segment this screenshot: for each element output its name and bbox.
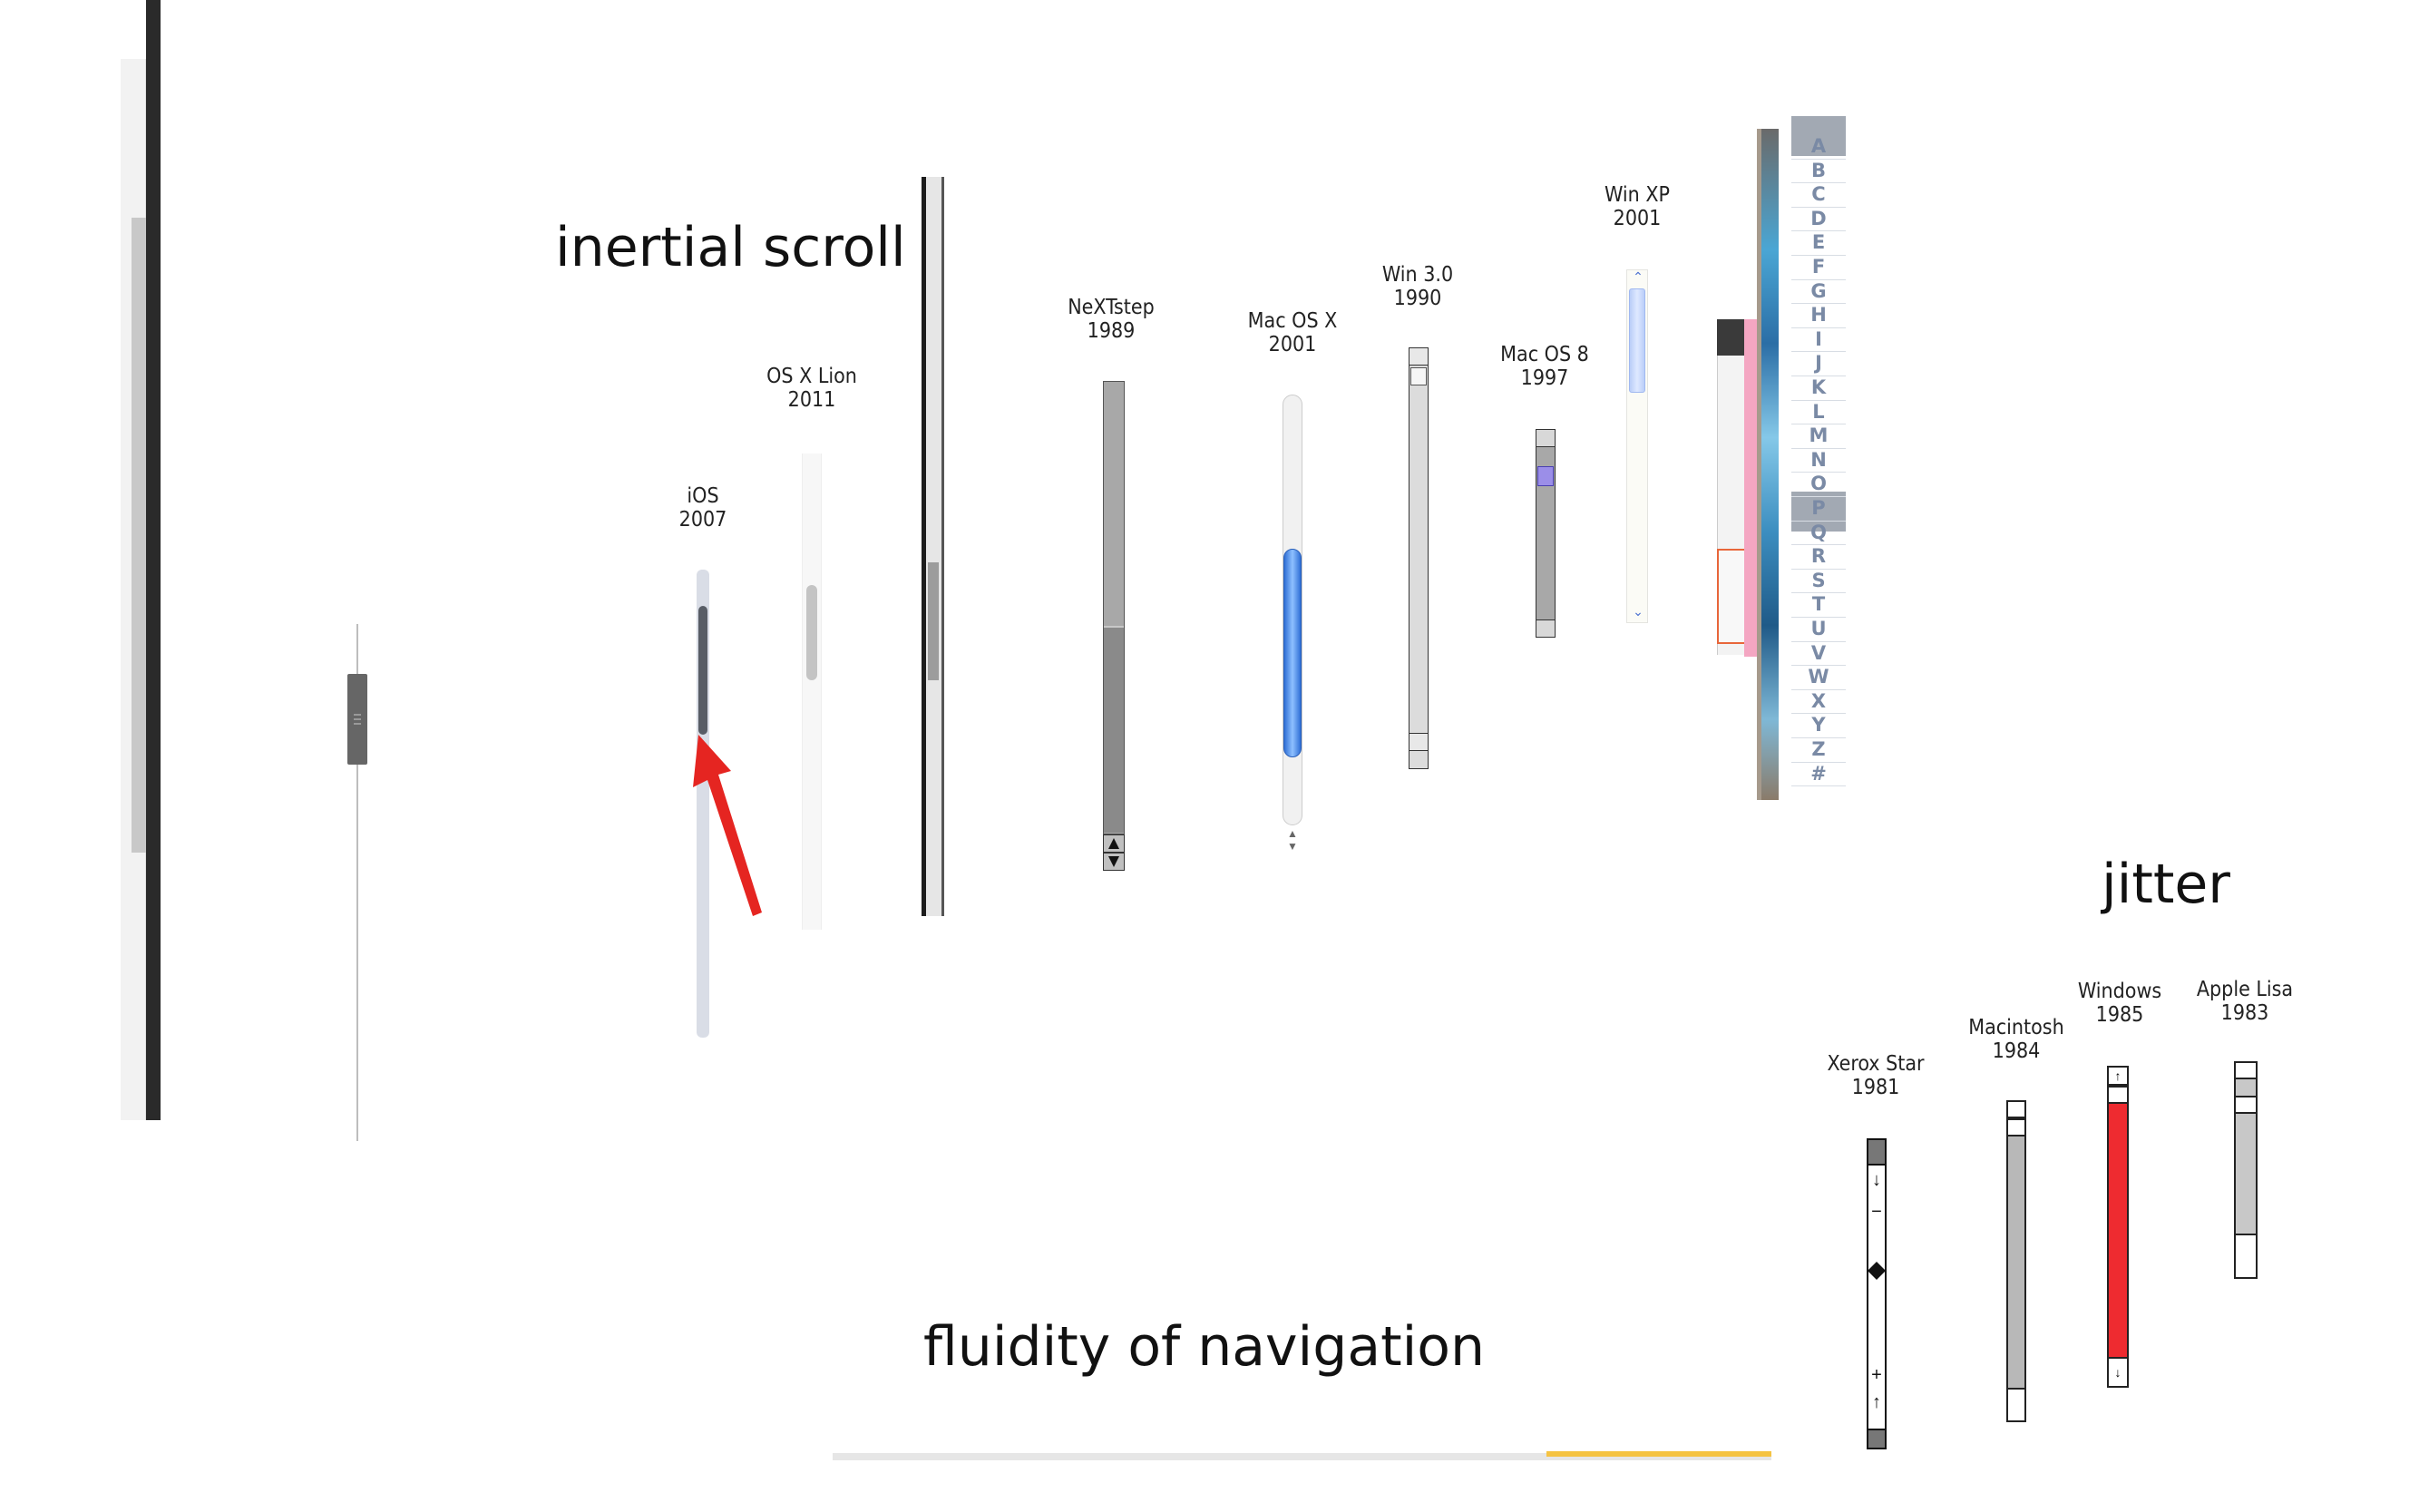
- windows-down-button[interactable]: ↓: [2107, 1357, 2129, 1388]
- macos8-down-button[interactable]: [1536, 619, 1556, 638]
- heading-inertial-scroll: inertial scroll: [555, 216, 906, 279]
- alpha-letter[interactable]: S: [1791, 569, 1846, 594]
- scroll-up-arrow-icon: [1108, 838, 1119, 867]
- alpha-letter[interactable]: B: [1791, 159, 1846, 184]
- red-arrow-icon: [693, 735, 762, 916]
- windows-thumb[interactable]: [2107, 1086, 2129, 1104]
- alpha-letter[interactable]: I: [1791, 327, 1846, 353]
- alpha-letter[interactable]: E: [1791, 230, 1846, 256]
- label-apple-lisa: Apple Lisa 1983: [2196, 978, 2294, 1025]
- alphabet-letters[interactable]: A B C D E F G H I J K L M N O P Q R S T U V W X Y Z #: [1791, 134, 1846, 787]
- dark-divider: [922, 177, 926, 916]
- xerox-up-arrow[interactable]: ↑: [1872, 1392, 1881, 1412]
- dark-window-corner: [1717, 319, 1744, 356]
- bottom-yellow-strip: [1546, 1451, 1771, 1457]
- alpha-letter[interactable]: T: [1791, 592, 1846, 618]
- label-windows: Windows 1985: [2077, 980, 2162, 1027]
- thin-scroll-thumb[interactable]: [347, 674, 367, 765]
- ios-scroll-thumb[interactable]: [698, 606, 707, 735]
- pink-strip: [1744, 319, 1757, 657]
- alpha-letter[interactable]: #: [1791, 762, 1846, 787]
- label-ios: iOS 2007: [678, 484, 727, 532]
- divider-scroll-track: [926, 177, 941, 916]
- xerox-plus-button[interactable]: +: [1871, 1365, 1882, 1385]
- heading-jitter: jitter: [2102, 853, 2230, 916]
- bottom-strip: [833, 1453, 1771, 1460]
- alpha-letter[interactable]: P: [1791, 496, 1846, 522]
- alpha-letter[interactable]: H: [1791, 303, 1846, 328]
- alpha-letter[interactable]: W: [1791, 665, 1846, 690]
- windows-up-button[interactable]: ↑: [2107, 1066, 2129, 1086]
- photo-strip-edge: [1757, 129, 1761, 800]
- label-nextstep: NeXTstep 1989: [1068, 296, 1155, 343]
- label-macos8: Mac OS 8 1997: [1500, 343, 1589, 390]
- nextstep-scroll-thumb[interactable]: [1104, 626, 1124, 833]
- label-macosx: Mac OS X 2001: [1247, 309, 1338, 356]
- alpha-letter[interactable]: J: [1791, 351, 1846, 376]
- lisa-thumb[interactable]: [2234, 1096, 2258, 1114]
- winxp-down-arrow[interactable]: ⌄: [1633, 604, 1644, 619]
- win30-up-button[interactable]: [1409, 347, 1429, 366]
- xerox-down-arrow[interactable]: ↓: [1872, 1170, 1881, 1190]
- label-xerox-star: Xerox Star 1981: [1827, 1052, 1925, 1099]
- macosx-arrows[interactable]: ▲ ▼: [1287, 827, 1298, 853]
- alpha-letter[interactable]: N: [1791, 448, 1846, 473]
- lisa-up-button[interactable]: [2234, 1061, 2258, 1079]
- orange-scroll-frame[interactable]: [1717, 549, 1748, 644]
- windows-scroll-track: [2107, 1066, 2129, 1388]
- alpha-letter[interactable]: U: [1791, 617, 1846, 642]
- xerox-minus-button[interactable]: −: [1871, 1202, 1882, 1222]
- label-win30: Win 3.0 1990: [1381, 263, 1454, 310]
- alpha-letter[interactable]: D: [1791, 207, 1846, 232]
- lion-scroll-thumb[interactable]: [806, 585, 817, 680]
- xerox-bottom-cap: [1867, 1429, 1887, 1449]
- alpha-letter[interactable]: F: [1791, 255, 1846, 280]
- macintosh-thumb[interactable]: [2006, 1118, 2026, 1136]
- diamond-thumb-icon[interactable]: [1867, 1261, 1887, 1281]
- alpha-highlight-top: [1791, 116, 1846, 156]
- lisa-down-buttons[interactable]: [2234, 1234, 2258, 1279]
- win30-thumb[interactable]: [1410, 367, 1427, 385]
- alpha-letter[interactable]: M: [1791, 424, 1846, 449]
- alpha-letter[interactable]: X: [1791, 689, 1846, 715]
- alpha-highlight-mid: [1791, 492, 1846, 532]
- macintosh-up-arrow[interactable]: [2006, 1100, 2026, 1118]
- win30-down-button[interactable]: [1409, 733, 1429, 751]
- macosx-scroll-thumb[interactable]: [1283, 549, 1302, 757]
- left-window-frame: [146, 0, 161, 1120]
- alpha-letter[interactable]: L: [1791, 400, 1846, 425]
- alpha-letter[interactable]: O: [1791, 472, 1846, 497]
- divider-edge: [941, 177, 944, 916]
- label-macintosh: Macintosh 1984: [1968, 1016, 2064, 1063]
- alpha-letter[interactable]: Y: [1791, 713, 1846, 738]
- alpha-letter[interactable]: A: [1791, 134, 1846, 160]
- win30-scroll-track: [1409, 347, 1429, 769]
- macos8-up-button[interactable]: [1536, 429, 1556, 447]
- macintosh-down-arrow[interactable]: [2006, 1388, 2026, 1422]
- winxp-up-arrow[interactable]: ⌃: [1633, 269, 1644, 284]
- alpha-letter[interactable]: Z: [1791, 737, 1846, 763]
- alpha-letter[interactable]: K: [1791, 376, 1846, 401]
- label-winxp: Win XP 2001: [1604, 183, 1671, 230]
- alpha-letter[interactable]: C: [1791, 182, 1846, 208]
- label-osx-lion: OS X Lion 2011: [766, 365, 857, 412]
- macintosh-scroll-track: [2006, 1100, 2026, 1422]
- left-scrollbar-track: [132, 218, 146, 853]
- winxp-thumb[interactable]: [1629, 288, 1645, 393]
- alphabet-index[interactable]: [1791, 116, 1846, 787]
- macos8-thumb[interactable]: [1537, 466, 1554, 486]
- alpha-letter[interactable]: Q: [1791, 521, 1846, 546]
- macos8-scroll-track: [1536, 429, 1556, 638]
- alpha-letter[interactable]: G: [1791, 279, 1846, 305]
- lion-scroll-track: [802, 454, 822, 930]
- thin-scroll-track: [356, 624, 358, 1141]
- heading-fluidity: fluidity of navigation: [923, 1315, 1486, 1379]
- alpha-letter[interactable]: V: [1791, 641, 1846, 667]
- divider-scroll-thumb[interactable]: [928, 562, 939, 680]
- xerox-top-cap: [1867, 1138, 1887, 1166]
- alpha-letter[interactable]: R: [1791, 544, 1846, 570]
